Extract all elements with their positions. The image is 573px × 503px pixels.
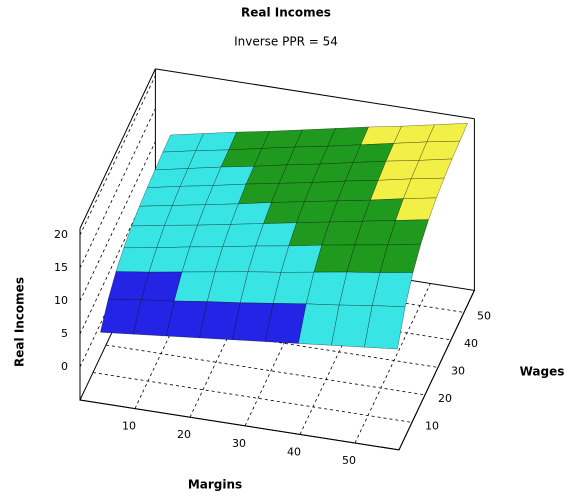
y-tick-label: 30 [451,364,465,377]
x-tick-label: 50 [342,454,356,467]
grid-line [105,344,426,396]
y-tick-label: 10 [425,419,439,432]
z-tick-label: 5 [61,327,68,340]
y-tick-label: 50 [477,309,491,322]
box-edge [79,68,156,229]
z-tick-label: 15 [54,261,68,274]
x-tick-label: 30 [232,437,246,450]
z-tick-label: 0 [61,360,68,373]
y-axis-label: Wages [520,365,565,379]
x-tick-label: 20 [177,428,191,441]
z-tick-label: 10 [54,294,68,307]
chart-subtitle: Inverse PPR = 54 [234,35,338,49]
x-tick-label: 40 [287,445,301,458]
z-axis-label: Real Incomes [13,277,27,367]
box-edge [398,290,475,451]
box-edge [79,399,400,451]
y-tick-label: 40 [464,337,478,350]
y-tick-label: 20 [438,392,452,405]
surface-cell [364,305,406,350]
grid-line [92,372,413,423]
box-edge [155,68,475,120]
chart-title: Real Incomes [241,6,331,20]
x-axis-label: Margins [188,478,242,492]
z-tick-label: 20 [54,228,68,241]
x-tick-label: 10 [122,420,136,433]
